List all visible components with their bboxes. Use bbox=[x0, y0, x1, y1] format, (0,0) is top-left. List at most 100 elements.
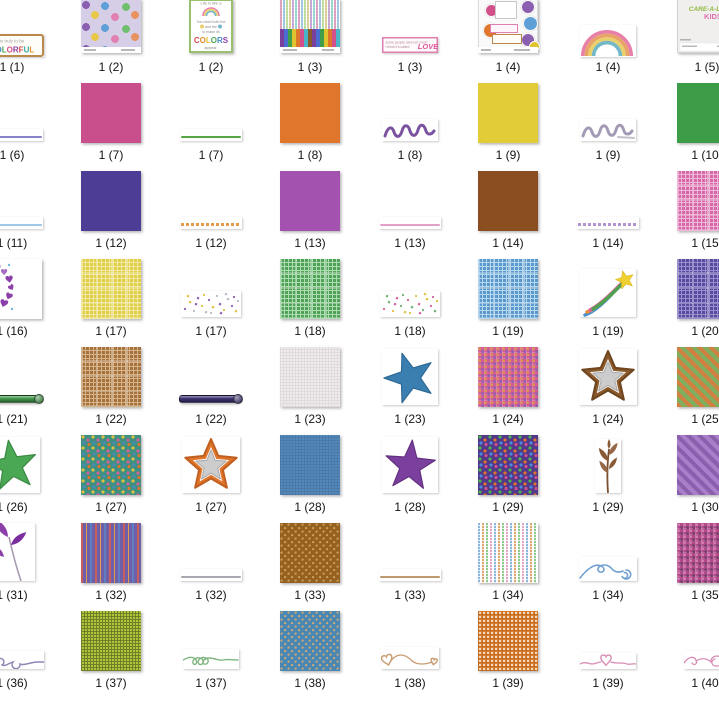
file-item[interactable]: 1 (39) bbox=[559, 610, 657, 696]
file-item[interactable]: is truly to be COLORFUL 1 (1) bbox=[0, 0, 61, 80]
thumbnail-argyle[interactable] bbox=[677, 435, 719, 495]
file-item[interactable]: 1 (4) bbox=[459, 0, 557, 80]
thumbnail-confetti[interactable] bbox=[380, 291, 440, 317]
file-item[interactable]: 1 (23) bbox=[361, 346, 459, 432]
thumbnail-ribbon-line[interactable] bbox=[0, 217, 43, 229]
thumbnail-star-double[interactable] bbox=[579, 349, 637, 405]
file-item[interactable]: 1 (2) bbox=[62, 0, 160, 80]
file-item[interactable]: 1 (18) bbox=[261, 258, 359, 344]
file-item[interactable]: 1 (14) bbox=[559, 170, 657, 256]
file-item[interactable]: 1 (30) bbox=[658, 434, 719, 520]
thumbnail-doodle-hearts[interactable] bbox=[381, 647, 439, 669]
file-item[interactable]: 1 (23) bbox=[261, 346, 359, 432]
file-item[interactable]: 1 (29) bbox=[459, 434, 557, 520]
thumbnail-stripes-v[interactable] bbox=[81, 523, 141, 583]
file-item[interactable]: 1 (9) bbox=[459, 82, 557, 168]
file-item[interactable]: 1 (35) bbox=[658, 522, 719, 608]
thumbnail-string-bow[interactable] bbox=[579, 557, 637, 581]
file-item[interactable]: 1 (28) bbox=[261, 434, 359, 520]
thumbnail-solid[interactable] bbox=[478, 171, 538, 231]
thumbnail-shooting-star[interactable] bbox=[580, 269, 636, 317]
file-item[interactable]: 1 (4) bbox=[559, 0, 657, 80]
file-item[interactable]: 1 (31) bbox=[0, 522, 61, 608]
file-item[interactable]: 1 (39) bbox=[459, 610, 557, 696]
thumbnail-card-colors[interactable]: Life is like a You need both the and the to… bbox=[189, 0, 233, 53]
thumbnail-ribbon-dashed[interactable] bbox=[577, 217, 639, 229]
file-item[interactable]: 1 (10) bbox=[658, 82, 719, 168]
file-item[interactable]: 1 (27) bbox=[62, 434, 160, 520]
thumbnail-dots-diamond[interactable] bbox=[280, 523, 340, 583]
thumbnail-plaid[interactable] bbox=[81, 259, 141, 319]
thumbnail-ribbon-curl[interactable] bbox=[382, 119, 438, 141]
thumbnail-twig-leaves[interactable] bbox=[0, 523, 35, 581]
thumbnail-twig[interactable] bbox=[595, 439, 621, 493]
thumbnail-ribbon-rod[interactable] bbox=[0, 394, 44, 405]
thumbnail-plaid[interactable] bbox=[677, 171, 719, 231]
thumbnail-plaid[interactable] bbox=[280, 259, 340, 319]
thumbnail-preview-stripes[interactable] bbox=[280, 0, 340, 53]
thumbnail-ribbon-line[interactable] bbox=[180, 129, 242, 141]
thumbnail-doodle-loops[interactable] bbox=[0, 651, 44, 669]
thumbnail-star[interactable] bbox=[382, 349, 438, 405]
file-item[interactable]: 1 (7) bbox=[162, 82, 260, 168]
file-item[interactable]: 1 (12) bbox=[62, 170, 160, 256]
thumbnail-grid-paper[interactable] bbox=[81, 611, 141, 671]
thumbnail-solid[interactable] bbox=[81, 83, 141, 143]
file-item[interactable]: 1 (19) bbox=[559, 258, 657, 344]
thumbnail-solid[interactable] bbox=[280, 171, 340, 231]
thumbnail-dots-multi[interactable] bbox=[478, 435, 538, 495]
thumbnail-doodle-circle[interactable] bbox=[684, 651, 719, 669]
thumbnail-plaid[interactable] bbox=[677, 259, 719, 319]
file-item[interactable]: 1 (19) bbox=[459, 258, 557, 344]
thumbnail-sheet-kids[interactable]: CARE-A-LOTKIDS bbox=[677, 0, 719, 53]
file-item[interactable]: some people care too much I think it's ca… bbox=[361, 0, 459, 80]
thumbnail-grid-dots[interactable] bbox=[478, 611, 538, 671]
thumbnail-star[interactable] bbox=[382, 437, 438, 493]
file-item[interactable]: 1 (33) bbox=[261, 522, 359, 608]
thumbnail-solid[interactable] bbox=[81, 171, 141, 231]
thumbnail-texture[interactable] bbox=[280, 347, 340, 407]
file-item[interactable]: 1 (16) bbox=[0, 258, 61, 344]
thumbnail-mosaic[interactable] bbox=[677, 523, 719, 583]
file-item[interactable]: 1 (17) bbox=[62, 258, 160, 344]
file-item[interactable]: 1 (3) bbox=[261, 0, 359, 80]
file-item[interactable]: 1 (24) bbox=[559, 346, 657, 432]
thumbnail-argyle[interactable] bbox=[677, 347, 719, 407]
file-item[interactable]: 1 (40) bbox=[658, 610, 719, 696]
file-item[interactable]: 1 (25) bbox=[658, 346, 719, 432]
thumbnail-hearts-wreath[interactable] bbox=[0, 259, 42, 319]
thumbnail-ribbon-dashed[interactable] bbox=[180, 217, 242, 229]
thumbnail-sticker-sheet[interactable] bbox=[478, 0, 540, 53]
thumbnail-doodle-swirl[interactable] bbox=[183, 649, 239, 669]
thumbnail-mosaic[interactable] bbox=[478, 347, 538, 407]
file-item[interactable]: 1 (27) bbox=[162, 434, 260, 520]
file-item[interactable]: 1 (28) bbox=[361, 434, 459, 520]
file-item[interactable]: 1 (32) bbox=[162, 522, 260, 608]
file-item[interactable]: 1 (22) bbox=[162, 346, 260, 432]
thumbnail-weave[interactable] bbox=[478, 523, 538, 583]
thumbnail-banner-love[interactable]: some people care too much I think it's ca… bbox=[382, 37, 438, 53]
file-item[interactable]: 1 (11) bbox=[0, 170, 61, 256]
file-item[interactable]: 1 (36) bbox=[0, 610, 61, 696]
thumbnail-ribbon-curl[interactable] bbox=[580, 119, 636, 141]
thumbnail-solid[interactable] bbox=[677, 83, 719, 143]
file-item[interactable]: CARE-A-LOTKIDS 1 (5) bbox=[658, 0, 719, 80]
thumbnail-ribbon-line[interactable] bbox=[379, 569, 441, 581]
file-item[interactable]: 1 (17) bbox=[162, 258, 260, 344]
thumbnail-confetti[interactable] bbox=[181, 291, 241, 317]
file-item[interactable]: 1 (24) bbox=[459, 346, 557, 432]
thumbnail-ribbon-line[interactable] bbox=[0, 129, 43, 141]
thumbnail-star-double[interactable] bbox=[182, 437, 240, 493]
file-item[interactable]: 1 (8) bbox=[261, 82, 359, 168]
thumbnail-ribbon-line[interactable] bbox=[379, 217, 441, 229]
file-item[interactable]: 1 (22) bbox=[62, 346, 160, 432]
file-item[interactable]: 1 (29) bbox=[559, 434, 657, 520]
thumbnail-texture[interactable] bbox=[280, 435, 340, 495]
thumbnail-dots-multi[interactable] bbox=[81, 435, 141, 495]
thumbnail-sign-colorful[interactable]: is truly to be COLORFUL bbox=[0, 34, 44, 57]
file-item[interactable]: 1 (6) bbox=[0, 82, 61, 168]
file-item[interactable]: 1 (37) bbox=[62, 610, 160, 696]
file-item[interactable]: 1 (34) bbox=[559, 522, 657, 608]
file-item[interactable]: 1 (37) bbox=[162, 610, 260, 696]
thumbnail-solid[interactable] bbox=[280, 83, 340, 143]
